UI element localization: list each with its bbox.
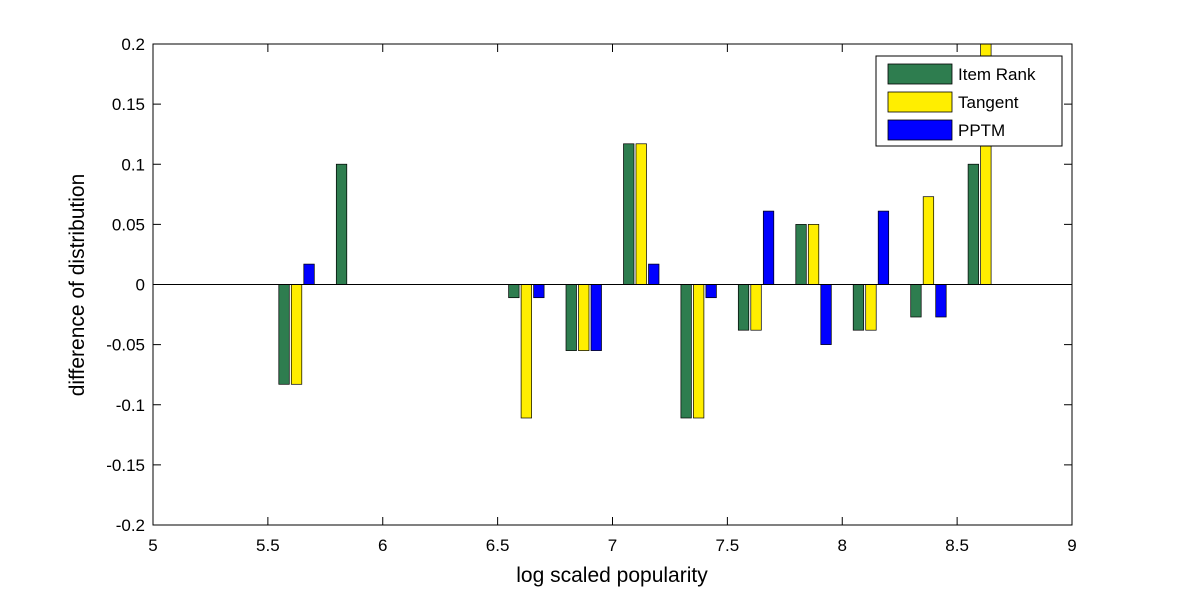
bar-item-rank-6: [623, 143, 635, 285]
x-tick-label: 7: [608, 536, 617, 555]
bar-tangent-11: [922, 196, 935, 285]
legend-label: Item Rank: [958, 65, 1036, 84]
x-tick-label: 5.5: [256, 536, 280, 555]
bar-tangent-5: [578, 284, 590, 351]
y-tick-label: 0.15: [112, 95, 145, 114]
y-tick-label: -0.15: [106, 456, 145, 475]
x-axis-label: log scaled popularity: [516, 564, 708, 587]
bar-pptm-10: [877, 210, 890, 285]
bar-item-rank-4: [508, 284, 520, 299]
y-tick-label: 0: [136, 276, 145, 295]
x-tick-label: 5: [148, 536, 157, 555]
bar-tangent-8: [750, 284, 762, 331]
x-tick-label: 7.5: [716, 536, 740, 555]
bar-item-rank-8: [737, 284, 750, 331]
bar-item-rank-5: [565, 284, 577, 351]
bar-item-rank-11: [910, 284, 922, 318]
bar-tangent-9: [807, 224, 820, 285]
bar-pptm-11: [935, 284, 947, 318]
bar-tangent-4: [520, 284, 532, 419]
bar-pptm-5: [590, 284, 602, 351]
bar-item-rank-0: [278, 284, 290, 385]
y-tick-label: 0.2: [121, 35, 145, 54]
y-axis-label: difference of distribution: [66, 174, 89, 397]
legend: Item Rank Tangent PPTM: [875, 55, 1063, 147]
bar-pptm-7: [705, 284, 717, 299]
x-tick-label: 8.5: [945, 536, 969, 555]
bar-item-rank-9: [795, 224, 807, 285]
x-tick-label: 6: [378, 536, 387, 555]
bar-tangent-10: [865, 284, 877, 331]
bar-tangent-6: [635, 143, 647, 285]
y-tick-label: -0.2: [116, 516, 145, 535]
bar-item-rank-12: [967, 163, 979, 285]
legend-swatch: [887, 119, 953, 141]
legend-label: PPTM: [958, 121, 1005, 140]
bar-pptm-4: [533, 284, 545, 299]
legend-label: Tangent: [958, 93, 1019, 112]
bar-tangent-0: [290, 284, 303, 385]
bar-item-rank-1: [335, 163, 348, 285]
y-tick-label: 0.1: [121, 155, 145, 174]
ticks-group: 5 5.5 6 6.5 7 7.5 8 8.5 9 -0.2 -0.15 -0.1 -0.05 0 0.05…: [106, 35, 1076, 555]
legend-swatch: [887, 63, 953, 85]
bar-pptm-0: [303, 263, 315, 285]
bar-item-rank-10: [852, 284, 865, 331]
bar-pptm-6: [648, 263, 660, 285]
x-tick-label: 9: [1067, 536, 1076, 555]
legend-swatch: [887, 91, 953, 113]
y-tick-label: -0.05: [106, 336, 145, 355]
y-tick-label: -0.1: [116, 396, 145, 415]
bar-pptm-9: [820, 284, 832, 345]
bar-tangent-7: [693, 284, 705, 419]
bar-pptm-8: [762, 210, 775, 285]
bar-item-rank-7: [680, 284, 692, 419]
x-tick-label: 8: [838, 536, 847, 555]
y-tick-label: 0.05: [112, 215, 145, 234]
x-tick-label: 6.5: [486, 536, 510, 555]
